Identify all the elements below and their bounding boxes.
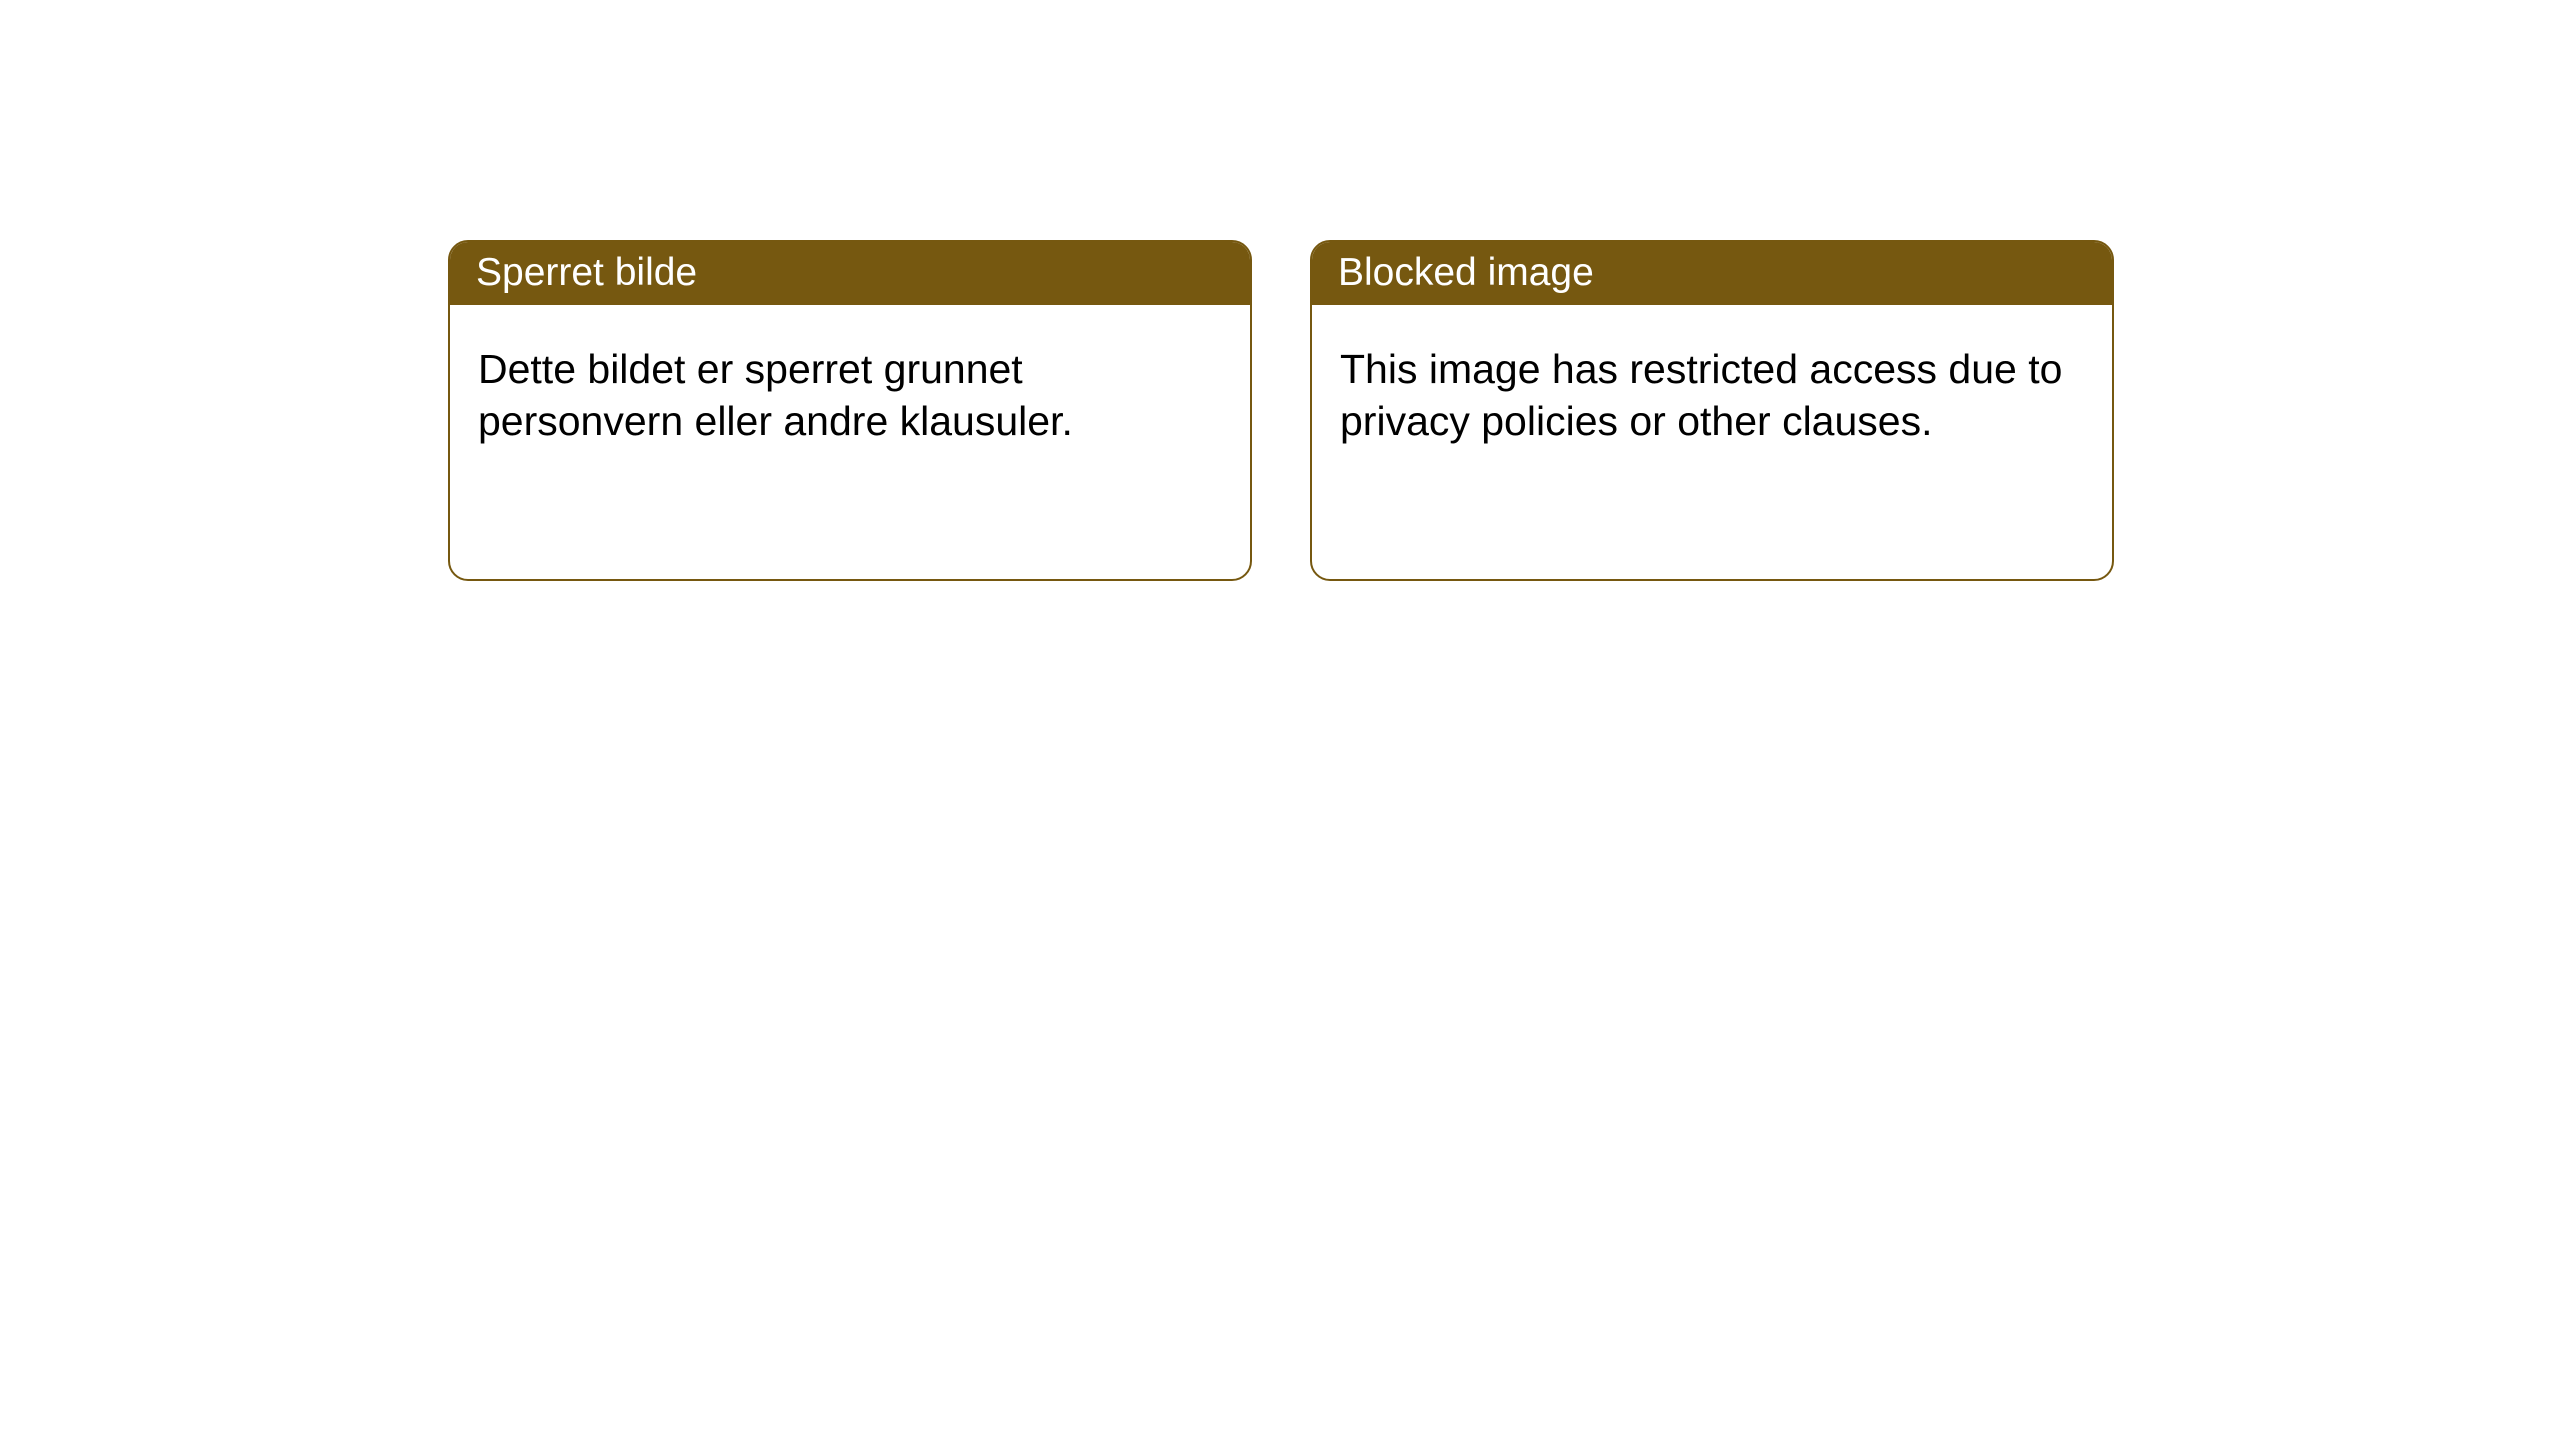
- card-title: Blocked image: [1338, 251, 1594, 294]
- card-body: This image has restricted access due to …: [1312, 305, 2112, 579]
- card-message: Dette bildet er sperret grunnet personve…: [478, 343, 1222, 447]
- notice-cards-container: Sperret bilde Dette bildet er sperret gr…: [0, 0, 2560, 581]
- notice-card-norwegian: Sperret bilde Dette bildet er sperret gr…: [448, 240, 1252, 581]
- card-header: Blocked image: [1312, 242, 2112, 305]
- card-title: Sperret bilde: [476, 251, 697, 294]
- card-header: Sperret bilde: [450, 242, 1250, 305]
- card-body: Dette bildet er sperret grunnet personve…: [450, 305, 1250, 579]
- card-message: This image has restricted access due to …: [1340, 343, 2084, 447]
- notice-card-english: Blocked image This image has restricted …: [1310, 240, 2114, 581]
